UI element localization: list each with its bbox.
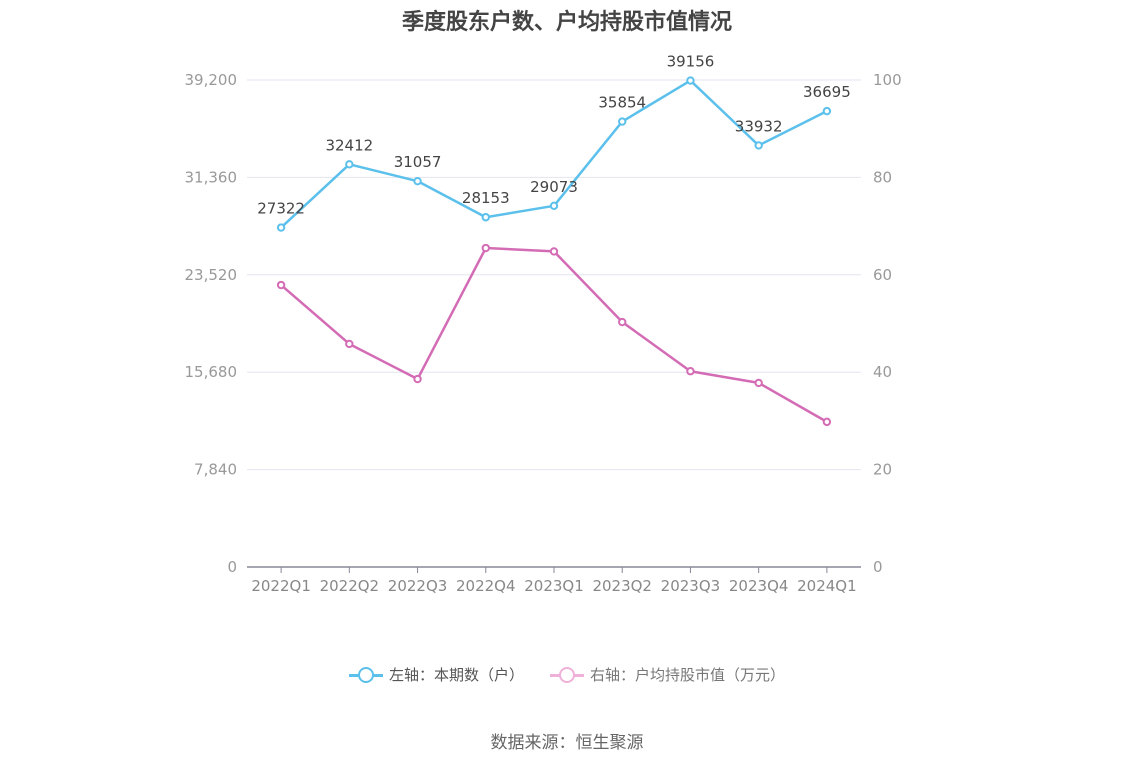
series-layer: 27322 32412 31057 28153 29073 35854 39156 33932… <box>257 53 850 426</box>
legend-label-households: 左轴：本期数（户） <box>389 664 524 685</box>
left-tick-label: 7,840 <box>194 461 237 479</box>
right-tick-label: 100 <box>873 71 902 89</box>
data-label: 31057 <box>394 153 442 171</box>
data-label: 28153 <box>462 189 510 207</box>
x-tick-label: 2024Q1 <box>797 577 857 595</box>
data-point <box>755 142 761 148</box>
data-point <box>414 376 420 382</box>
data-point <box>687 368 693 374</box>
source-note: 数据来源：恒生聚源 <box>0 728 1134 753</box>
x-tick-label: 2022Q1 <box>251 577 311 595</box>
series-1 <box>278 245 830 425</box>
x-tick-label: 2022Q2 <box>320 577 380 595</box>
data-point <box>483 245 489 251</box>
x-tick-label: 2022Q3 <box>388 577 448 595</box>
left-tick-label: 0 <box>227 558 237 576</box>
data-label: 27322 <box>257 200 305 218</box>
right-tick-label: 60 <box>873 266 892 284</box>
data-label: 39156 <box>667 53 715 71</box>
data-point <box>619 319 625 325</box>
data-point <box>278 282 284 288</box>
data-point <box>755 380 761 386</box>
x-tick-label: 2023Q4 <box>729 577 789 595</box>
data-point <box>278 224 284 230</box>
x-axis: 2022Q1 2022Q2 2022Q3 2022Q4 2023Q1 2023Q2 2023… <box>247 567 861 595</box>
left-tick-label: 23,520 <box>185 266 238 284</box>
x-tick-label: 2023Q2 <box>592 577 652 595</box>
right-tick-label: 80 <box>873 168 892 186</box>
data-point <box>824 419 830 425</box>
data-point <box>687 77 693 83</box>
data-point <box>824 108 830 114</box>
x-tick-label: 2023Q3 <box>661 577 721 595</box>
data-label: 29073 <box>530 178 578 196</box>
data-point <box>619 118 625 124</box>
data-point <box>483 214 489 220</box>
legend: 左轴：本期数（户） 右轴：户均持股市值（万元） <box>0 664 1134 685</box>
right-axis-ticks: 0 20 40 60 80 100 <box>873 71 902 576</box>
data-label: 33932 <box>735 117 783 135</box>
x-tick-label: 2022Q4 <box>456 577 516 595</box>
data-point <box>551 203 557 209</box>
data-point <box>551 248 557 254</box>
left-tick-label: 15,680 <box>185 363 238 381</box>
data-point <box>346 341 352 347</box>
x-tick-label: 2023Q1 <box>524 577 584 595</box>
right-tick-label: 20 <box>873 461 892 479</box>
legend-swatch-households <box>349 666 383 684</box>
data-point <box>346 161 352 167</box>
data-label: 35854 <box>598 94 646 112</box>
legend-swatch-avg-holding-value <box>550 666 584 684</box>
left-axis-ticks: 0 7,840 15,680 23,520 31,360 39,200 <box>185 71 238 576</box>
legend-item-avg-holding-value[interactable]: 右轴：户均持股市值（万元） <box>550 664 785 685</box>
data-label: 32412 <box>325 136 373 154</box>
legend-label-avg-holding-value: 右轴：户均持股市值（万元） <box>590 664 785 685</box>
left-tick-label: 39,200 <box>185 71 238 89</box>
series-line <box>281 248 827 422</box>
series-0: 27322 32412 31057 28153 29073 35854 39156 33932… <box>257 53 850 231</box>
data-point <box>414 178 420 184</box>
data-label: 36695 <box>803 83 851 101</box>
right-tick-label: 0 <box>873 558 883 576</box>
right-tick-label: 40 <box>873 363 892 381</box>
left-tick-label: 31,360 <box>185 168 238 186</box>
legend-item-households[interactable]: 左轴：本期数（户） <box>349 664 524 685</box>
